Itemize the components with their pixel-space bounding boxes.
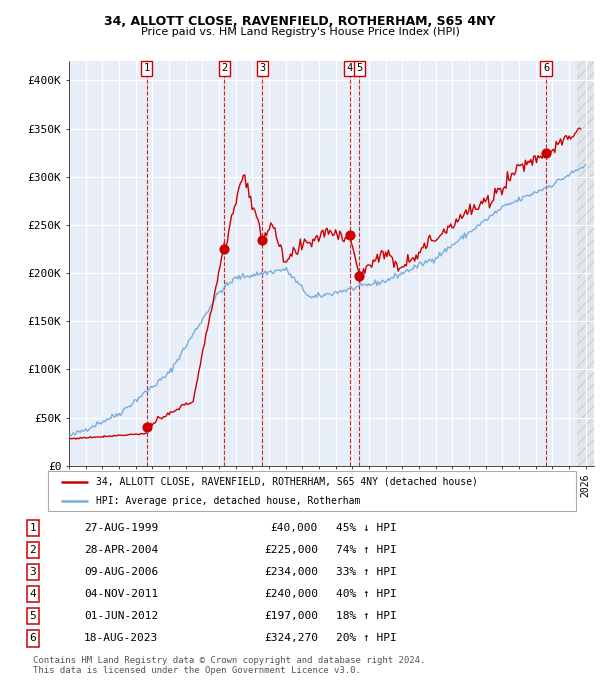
Text: £40,000: £40,000 (271, 523, 318, 533)
Text: 6: 6 (543, 63, 549, 73)
Text: 20% ↑ HPI: 20% ↑ HPI (336, 633, 397, 643)
Text: 5: 5 (356, 63, 362, 73)
Point (541, 148, 551, 159)
Text: £225,000: £225,000 (264, 545, 318, 555)
Text: 3: 3 (259, 63, 265, 73)
Text: £234,000: £234,000 (264, 567, 318, 577)
Text: 40% ↑ HPI: 40% ↑ HPI (336, 589, 397, 599)
Text: £240,000: £240,000 (264, 589, 318, 599)
Text: 09-AUG-2006: 09-AUG-2006 (84, 567, 158, 577)
Text: £197,000: £197,000 (264, 611, 318, 622)
Text: 1: 1 (143, 63, 149, 73)
Point (257, 235, 267, 246)
Text: 4: 4 (347, 63, 353, 73)
Text: 5: 5 (29, 611, 37, 622)
Text: 2: 2 (29, 545, 37, 555)
Point (355, 271, 364, 282)
Text: 01-JUN-2012: 01-JUN-2012 (84, 611, 158, 622)
Point (142, 422, 151, 432)
Text: Contains HM Land Registry data © Crown copyright and database right 2024.: Contains HM Land Registry data © Crown c… (33, 656, 425, 664)
Text: 45% ↓ HPI: 45% ↓ HPI (336, 523, 397, 533)
Text: 2: 2 (221, 63, 227, 73)
Text: 27-AUG-1999: 27-AUG-1999 (84, 523, 158, 533)
Text: 18-AUG-2023: 18-AUG-2023 (84, 633, 158, 643)
Point (220, 243, 229, 254)
Text: 34, ALLOTT CLOSE, RAVENFIELD, ROTHERHAM, S65 4NY: 34, ALLOTT CLOSE, RAVENFIELD, ROTHERHAM,… (104, 15, 496, 28)
Text: 34, ALLOTT CLOSE, RAVENFIELD, ROTHERHAM, S65 4NY (detached house): 34, ALLOTT CLOSE, RAVENFIELD, ROTHERHAM,… (95, 477, 478, 487)
Text: 4: 4 (29, 589, 37, 599)
Bar (577, 61, 594, 466)
Text: Price paid vs. HM Land Registry's House Price Index (HPI): Price paid vs. HM Land Registry's House … (140, 27, 460, 37)
Text: £324,270: £324,270 (264, 633, 318, 643)
Point (345, 229, 355, 240)
Text: 74% ↑ HPI: 74% ↑ HPI (336, 545, 397, 555)
Text: 04-NOV-2011: 04-NOV-2011 (84, 589, 158, 599)
Text: 6: 6 (29, 633, 37, 643)
Text: 33% ↑ HPI: 33% ↑ HPI (336, 567, 397, 577)
Text: 18% ↑ HPI: 18% ↑ HPI (336, 611, 397, 622)
Text: This data is licensed under the Open Government Licence v3.0.: This data is licensed under the Open Gov… (33, 666, 361, 675)
Text: 3: 3 (29, 567, 37, 577)
Text: HPI: Average price, detached house, Rotherham: HPI: Average price, detached house, Roth… (95, 496, 360, 506)
FancyBboxPatch shape (48, 471, 576, 511)
Text: 28-APR-2004: 28-APR-2004 (84, 545, 158, 555)
Text: 1: 1 (29, 523, 37, 533)
